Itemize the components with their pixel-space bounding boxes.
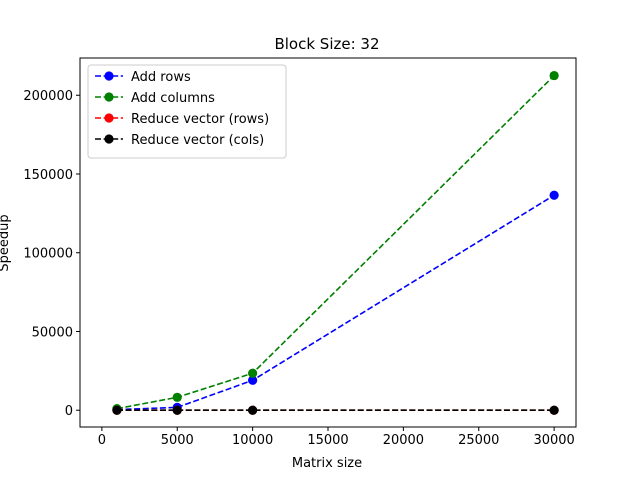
series-line-0 — [116, 194, 555, 411]
y-axis-label: Speedup — [0, 214, 12, 271]
data-point — [248, 405, 258, 415]
x-tick-label: 10000 — [232, 433, 273, 448]
x-tick-label: 15000 — [307, 433, 348, 448]
chart-title: Block Size: 32 — [274, 35, 379, 53]
legend-label: Reduce vector (rows) — [131, 112, 269, 127]
data-point — [172, 405, 182, 415]
axes: 0 5000 10000 15000 20000 25000 30000 0 50000 1000… — [23, 57, 577, 448]
x-tick-label: 20000 — [383, 433, 424, 448]
legend-marker — [104, 92, 114, 102]
y-tick-label: 0 — [65, 404, 73, 419]
data-point — [112, 405, 122, 415]
legend-marker — [104, 134, 114, 144]
legend-box — [87, 64, 287, 159]
x-tick-label: 30000 — [533, 433, 574, 448]
data-point — [248, 375, 258, 385]
legend-label: Reduce vector (cols) — [131, 133, 264, 148]
x-tick-label: 0 — [98, 433, 106, 448]
legend-label: Add columns — [131, 91, 215, 106]
plot-area — [112, 70, 559, 415]
y-tick-label: 200000 — [23, 89, 73, 104]
x-axis-label: Matrix size — [292, 456, 362, 471]
series-line-1 — [116, 74, 555, 410]
x-tick-label: 5000 — [161, 433, 194, 448]
data-point — [172, 392, 182, 402]
data-point — [549, 70, 559, 81]
data-point — [549, 405, 559, 415]
y-tick-label: 50000 — [32, 325, 73, 340]
y-tick-label: 100000 — [23, 247, 73, 262]
legend: Add rows Add columns Reduce vector (rows) R… — [87, 64, 287, 159]
y-tick-label: 150000 — [23, 168, 73, 183]
x-tick-label: 25000 — [458, 433, 499, 448]
data-point — [549, 190, 559, 200]
legend-label: Add rows — [131, 70, 191, 85]
legend-marker — [104, 71, 114, 81]
legend-marker — [104, 113, 114, 123]
data-point — [248, 368, 258, 378]
